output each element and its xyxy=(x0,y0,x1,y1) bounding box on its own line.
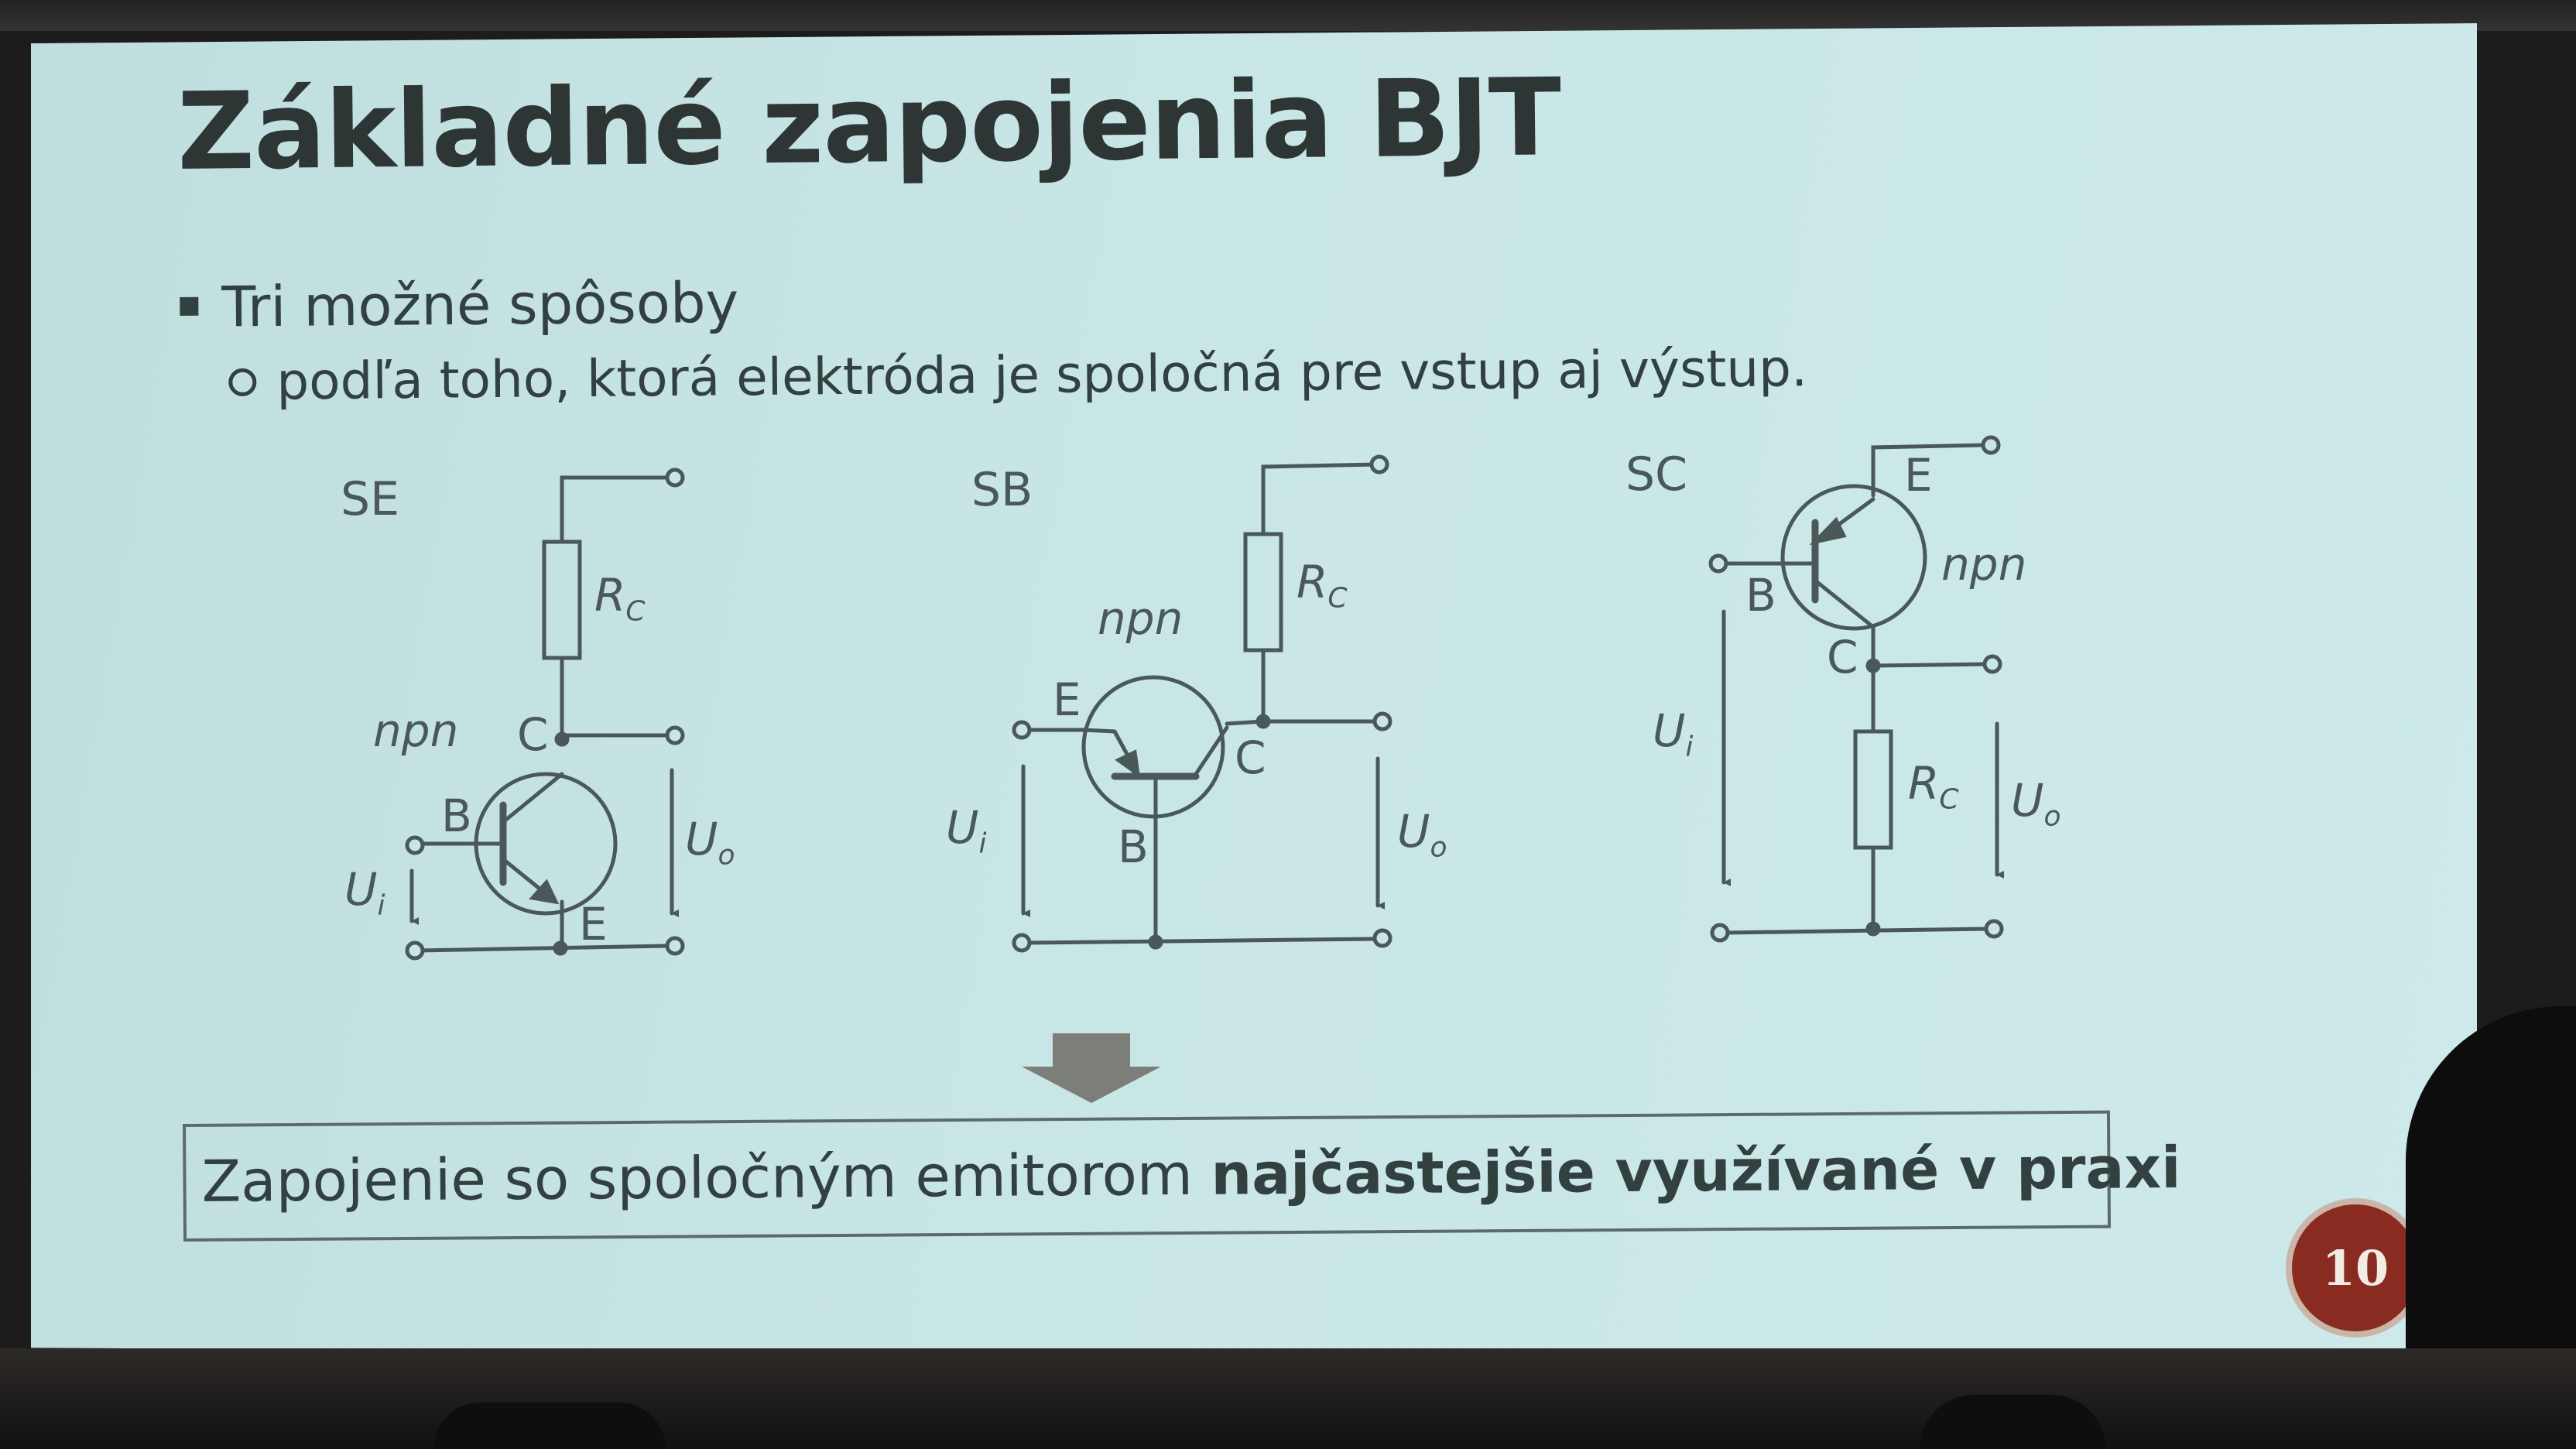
se-base-label: B xyxy=(441,790,472,842)
conclusion-normal-text: Zapojenie so spoločným emitorom xyxy=(201,1141,1211,1215)
se-collector-lead xyxy=(501,772,564,824)
se-input-voltage-label: Ui xyxy=(344,863,385,922)
sc-resistor-label: RC xyxy=(1908,757,1959,816)
sc-top-terminal xyxy=(1981,435,2001,455)
conclusion-bold-text: najčastejšie využívané v praxi xyxy=(1211,1134,2181,1208)
sc-emitter-arrow xyxy=(1809,516,1847,546)
sb-transistor-body xyxy=(1081,675,1225,819)
sb-bottom-left-terminal xyxy=(1012,933,1032,953)
se-emitter-node xyxy=(553,940,568,956)
sb-collector-lead xyxy=(1194,725,1229,776)
sb-base-node xyxy=(1148,934,1163,950)
page-number: 10 xyxy=(2321,1239,2389,1297)
audience-silhouette xyxy=(0,1348,2576,1449)
sc-emitter-label: E xyxy=(1904,449,1933,502)
se-emitter-label: E xyxy=(579,898,608,951)
se-resistor-label: RC xyxy=(594,569,646,628)
se-bottom-right-terminal xyxy=(665,936,685,956)
se-output-top-terminal xyxy=(665,725,685,745)
sb-base-label: B xyxy=(1118,820,1149,873)
sb-collector-label: C xyxy=(1235,731,1266,784)
sb-bottom-wire xyxy=(1027,937,1377,945)
sc-collector-resistor xyxy=(1853,729,1893,850)
se-collector-label: C xyxy=(517,708,549,761)
se-collector-node xyxy=(554,731,570,747)
se-bottom-wire xyxy=(416,944,670,953)
se-top-terminal xyxy=(665,468,685,488)
page-number-badge: 10 xyxy=(2286,1198,2425,1338)
sb-top-terminal xyxy=(1369,454,1389,474)
room-wall-top xyxy=(0,0,2576,31)
projected-slide xyxy=(31,23,2477,1364)
down-arrow-icon xyxy=(1022,1033,1161,1103)
sc-collector-node xyxy=(1865,658,1881,673)
circuit-sb-drawing xyxy=(1012,454,1392,953)
se-base-terminal xyxy=(405,835,425,855)
sb-collector-to-node xyxy=(1225,719,1266,726)
sc-bottom-right-terminal xyxy=(1984,919,2004,939)
se-collector-resistor xyxy=(542,540,582,660)
se-type-label: npn xyxy=(373,704,459,757)
sb-output-voltage-label: Uo xyxy=(1397,805,1447,864)
sb-emitter-arrow xyxy=(1115,749,1141,779)
sc-output-top-terminal xyxy=(1982,654,2002,674)
sb-type-label: npn xyxy=(1098,592,1184,645)
sb-collector-resistor xyxy=(1243,532,1283,653)
sb-input-voltage-label: Ui xyxy=(946,801,987,860)
sc-collector-lead xyxy=(1813,578,1875,629)
sb-circuit-name: SB xyxy=(971,463,1033,517)
se-bottom-left-terminal xyxy=(405,940,425,961)
conclusion-box: Zapojenie so spoločným emitorom najčaste… xyxy=(183,1110,2181,1242)
sc-collector-label: C xyxy=(1827,631,1858,683)
sc-ground-node xyxy=(1865,921,1881,937)
conclusion-text: Zapojenie so spoločným emitorom najčaste… xyxy=(201,1135,2181,1215)
se-emitter-arrow xyxy=(529,879,560,905)
sb-emitter-wire xyxy=(1027,728,1117,734)
sc-input-voltage-label: Ui xyxy=(1653,704,1694,763)
sb-top-wire xyxy=(1261,462,1380,536)
sc-output-top-wire xyxy=(1871,662,1989,668)
audience-head-right xyxy=(1920,1395,2105,1449)
sb-emitter-label: E xyxy=(1053,673,1081,726)
se-circuit-name: SE xyxy=(341,472,399,526)
sc-type-label: npn xyxy=(1941,538,2027,591)
sc-bottom-wire xyxy=(1725,927,1989,935)
sc-base-label: B xyxy=(1745,569,1776,622)
sc-output-voltage-label: Uo xyxy=(2011,774,2061,833)
sc-base-terminal xyxy=(1708,553,1728,574)
sb-output-top-terminal xyxy=(1372,711,1392,731)
sb-bottom-right-terminal xyxy=(1372,928,1392,948)
circuit-se-drawing xyxy=(405,468,685,961)
sc-top-wire xyxy=(1871,443,1989,498)
circuit-sc-drawing xyxy=(1708,435,2004,943)
se-output-voltage-label: Uo xyxy=(685,813,735,872)
sc-bottom-left-terminal xyxy=(1710,923,1730,943)
sc-circuit-name: SC xyxy=(1625,447,1687,502)
sb-resistor-label: RC xyxy=(1297,556,1348,615)
audience-head-left xyxy=(433,1403,666,1449)
sc-transistor-body xyxy=(1780,484,1927,631)
sb-emitter-terminal xyxy=(1012,720,1032,740)
se-top-wire xyxy=(560,475,676,544)
